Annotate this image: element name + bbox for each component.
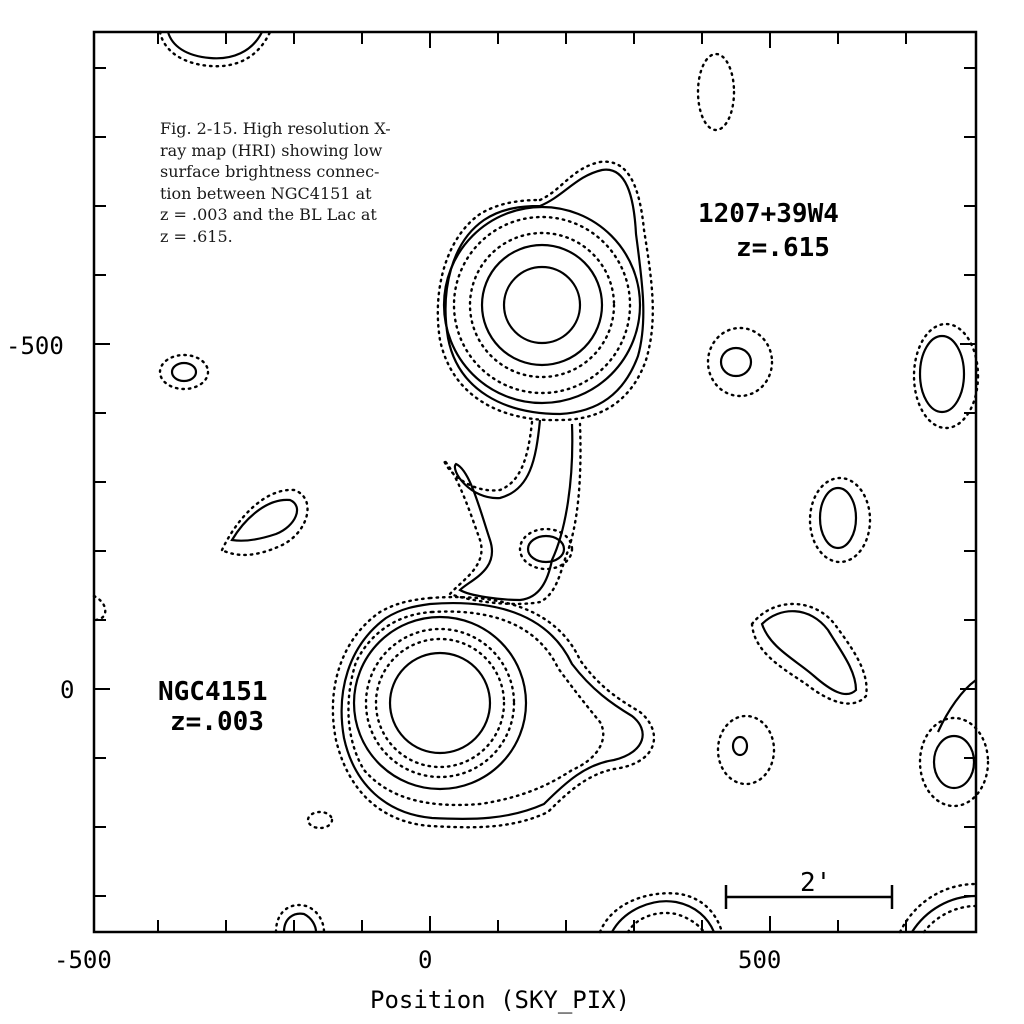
- 1207-39w4-contours: [436, 160, 654, 422]
- scale-bar-label: 2': [800, 868, 831, 898]
- left-ticks: [94, 67, 110, 897]
- top-ticks: [157, 32, 907, 48]
- upper-source-redshift: z=.615: [736, 233, 830, 263]
- lower-source-redshift: z=.003: [170, 707, 264, 737]
- bottom-ticks: [157, 916, 907, 932]
- upper-source-name: 1207+39W4: [698, 199, 839, 229]
- y-tick-label: 0: [60, 676, 74, 704]
- x-axis-label: Position (SKY_PIX): [370, 986, 630, 1014]
- lower-source-name: NGC4151: [158, 677, 268, 707]
- x-tick-label: 0: [418, 946, 432, 974]
- bridge-contours: [441, 419, 582, 606]
- y-tick-label: -500: [6, 332, 64, 360]
- field-contours: [92, 30, 990, 934]
- figure-caption: Fig. 2-15. High resolution X- ray map (H…: [160, 118, 396, 247]
- caption-line: Fig. 2-15. High resolution X-: [160, 119, 391, 138]
- scale-bar: 2': [724, 868, 894, 909]
- caption-line: tion between NGC4151 at: [160, 183, 372, 203]
- caption-line: z = .615.: [160, 226, 233, 246]
- caption-line: surface brightness connec-: [160, 162, 380, 181]
- x-tick-label: 500: [738, 946, 781, 974]
- caption-line: ray map (HRI) showing low: [160, 140, 383, 160]
- right-ticks: [960, 67, 976, 897]
- caption-line: z = .003 and the BL Lac at: [160, 205, 377, 224]
- ngc4151-contours: [331, 595, 656, 829]
- x-tick-label: -500: [54, 946, 112, 974]
